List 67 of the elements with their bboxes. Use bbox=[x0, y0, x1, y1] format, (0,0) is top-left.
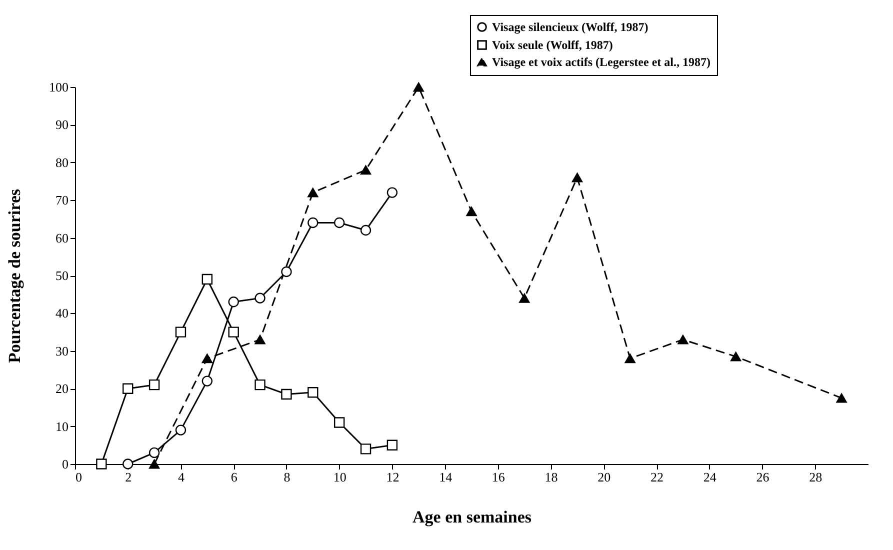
y-tick-label: 30 bbox=[56, 343, 68, 358]
y-tick-label: 70 bbox=[56, 192, 68, 208]
x-tick-label: 0 bbox=[76, 470, 82, 484]
point bbox=[122, 458, 134, 470]
point bbox=[175, 424, 186, 436]
point bbox=[202, 354, 213, 364]
x-tick-label: 22 bbox=[650, 470, 664, 484]
point bbox=[360, 444, 372, 454]
point bbox=[836, 393, 847, 403]
y-tick-label: 40 bbox=[56, 306, 68, 321]
point bbox=[730, 352, 742, 362]
x-tick-label: 10 bbox=[333, 470, 346, 484]
point bbox=[360, 165, 372, 175]
point bbox=[386, 440, 398, 450]
point bbox=[175, 326, 186, 338]
point bbox=[519, 293, 530, 303]
legend-label: Visage et voix actifs (Legerstee et al., 1987) bbox=[492, 55, 710, 69]
point bbox=[148, 379, 160, 390]
point bbox=[254, 292, 266, 304]
x-tick-label: 4 bbox=[178, 470, 185, 484]
y-tick-label: 10 bbox=[56, 418, 68, 434]
x-tick-label: 28 bbox=[809, 470, 822, 484]
y-axis-title: Pourcentage de sourires bbox=[5, 188, 24, 364]
point bbox=[572, 172, 583, 182]
point bbox=[122, 383, 134, 394]
point bbox=[148, 447, 160, 458]
x-tick-label: 2 bbox=[125, 470, 132, 484]
point bbox=[96, 458, 107, 470]
x-axis-title: Age en semaines bbox=[412, 508, 532, 526]
y-tick-label: 50 bbox=[56, 268, 68, 283]
y-tick-label: 60 bbox=[56, 230, 68, 246]
y-tick-label: 80 bbox=[56, 154, 68, 170]
x-tick-label: 12 bbox=[386, 470, 400, 484]
y-tick-label: 90 bbox=[56, 117, 68, 132]
point bbox=[281, 388, 292, 400]
legend-label: Voix seule (Wolff, 1987) bbox=[492, 38, 613, 52]
x-tick-label: 8 bbox=[284, 470, 290, 484]
x-tick-label: 26 bbox=[756, 470, 770, 484]
y-tick-label: 20 bbox=[56, 381, 68, 396]
point bbox=[334, 217, 345, 228]
x-tick-label: 20 bbox=[598, 470, 611, 484]
point bbox=[386, 187, 398, 198]
x-tick-label: 6 bbox=[230, 470, 238, 484]
point bbox=[228, 296, 239, 308]
point bbox=[202, 274, 213, 285]
point bbox=[148, 459, 160, 469]
point bbox=[308, 188, 318, 198]
x-tick-label: 24 bbox=[703, 470, 717, 484]
point bbox=[254, 379, 266, 390]
y-tick-label: 100 bbox=[49, 80, 68, 94]
point bbox=[413, 82, 424, 92]
x-tick-label: 18 bbox=[544, 470, 558, 484]
y-tick-label: 0 bbox=[62, 456, 68, 472]
point bbox=[360, 224, 372, 236]
point bbox=[202, 376, 213, 386]
point bbox=[228, 326, 239, 338]
point bbox=[624, 354, 636, 364]
point bbox=[334, 417, 345, 428]
point bbox=[678, 334, 688, 344]
x-tick-label: 16 bbox=[492, 470, 506, 484]
legend-label: Visage silencieux (Wolff, 1987) bbox=[492, 20, 648, 34]
point bbox=[466, 206, 477, 216]
point bbox=[254, 334, 266, 344]
x-tick-label: 14 bbox=[439, 470, 453, 484]
point bbox=[281, 266, 292, 278]
point bbox=[308, 217, 318, 228]
point bbox=[308, 387, 318, 398]
